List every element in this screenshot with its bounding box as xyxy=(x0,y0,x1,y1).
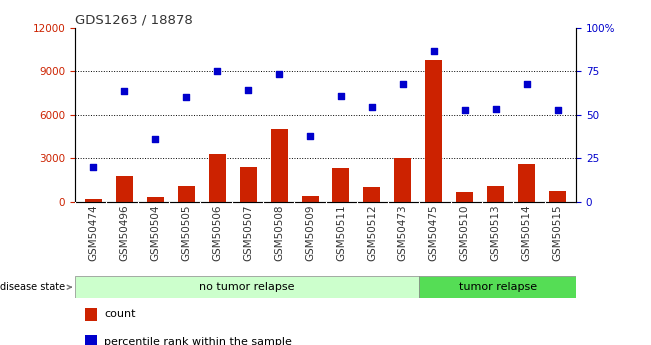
Text: no tumor relapse: no tumor relapse xyxy=(199,282,295,292)
Bar xyxy=(549,191,566,202)
Point xyxy=(367,105,377,110)
Bar xyxy=(116,176,133,202)
Bar xyxy=(487,186,504,202)
Bar xyxy=(178,186,195,202)
Bar xyxy=(363,187,380,202)
Bar xyxy=(85,335,98,345)
Text: GDS1263 / 18878: GDS1263 / 18878 xyxy=(75,13,193,27)
Bar xyxy=(271,129,288,202)
Point xyxy=(336,93,346,99)
Point xyxy=(521,81,532,87)
Text: count: count xyxy=(104,309,135,319)
Bar xyxy=(209,154,226,202)
Bar xyxy=(240,167,256,202)
Bar xyxy=(147,197,164,202)
Bar xyxy=(85,308,98,321)
Bar xyxy=(85,199,102,202)
Bar xyxy=(456,192,473,202)
Point xyxy=(274,71,284,77)
Text: disease state: disease state xyxy=(0,282,72,292)
Bar xyxy=(301,196,318,202)
Point xyxy=(460,108,470,113)
Bar xyxy=(75,276,419,298)
Point xyxy=(212,68,223,74)
Point xyxy=(119,89,130,94)
Text: percentile rank within the sample: percentile rank within the sample xyxy=(104,337,292,345)
Bar xyxy=(395,158,411,202)
Point xyxy=(398,81,408,87)
Point xyxy=(552,108,562,113)
Point xyxy=(243,87,253,93)
Point xyxy=(428,48,439,53)
Point xyxy=(305,134,315,139)
Text: tumor relapse: tumor relapse xyxy=(459,282,537,292)
Point xyxy=(89,164,99,170)
Bar xyxy=(425,60,442,202)
Point xyxy=(181,95,191,100)
Bar xyxy=(419,276,576,298)
Bar xyxy=(333,168,350,202)
Point xyxy=(150,137,161,142)
Bar xyxy=(518,164,535,202)
Point xyxy=(490,106,501,112)
